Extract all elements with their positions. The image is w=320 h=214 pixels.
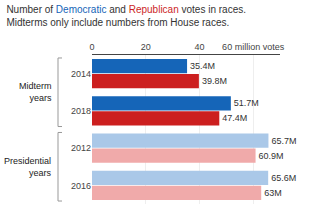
svg-text:39.8M: 39.8M [202,76,227,86]
svg-text:2018: 2018 [71,106,91,116]
svg-text:63M: 63M [264,188,282,198]
svg-text:Presidentialyears: Presidentialyears [4,156,52,178]
svg-text:60.9M: 60.9M [259,151,284,161]
svg-text:2014: 2014 [71,69,91,79]
svg-text:65.6M: 65.6M [271,173,296,183]
svg-text:20: 20 [141,42,151,52]
svg-text:35.4M: 35.4M [190,61,215,71]
svg-text:Midtermyears: Midtermyears [19,81,52,103]
svg-text:Number of Democratic and Repub: Number of Democratic and Republican vote… [6,4,246,28]
svg-text:40: 40 [194,42,204,52]
svg-text:2016: 2016 [71,181,91,191]
svg-text:47.4M: 47.4M [222,113,247,123]
svg-text:60 million votes: 60 million votes [222,42,285,52]
svg-text:51.7M: 51.7M [234,98,259,108]
svg-text:0: 0 [89,42,94,52]
svg-text:2012: 2012 [71,143,91,153]
svg-text:65.7M: 65.7M [271,136,296,146]
